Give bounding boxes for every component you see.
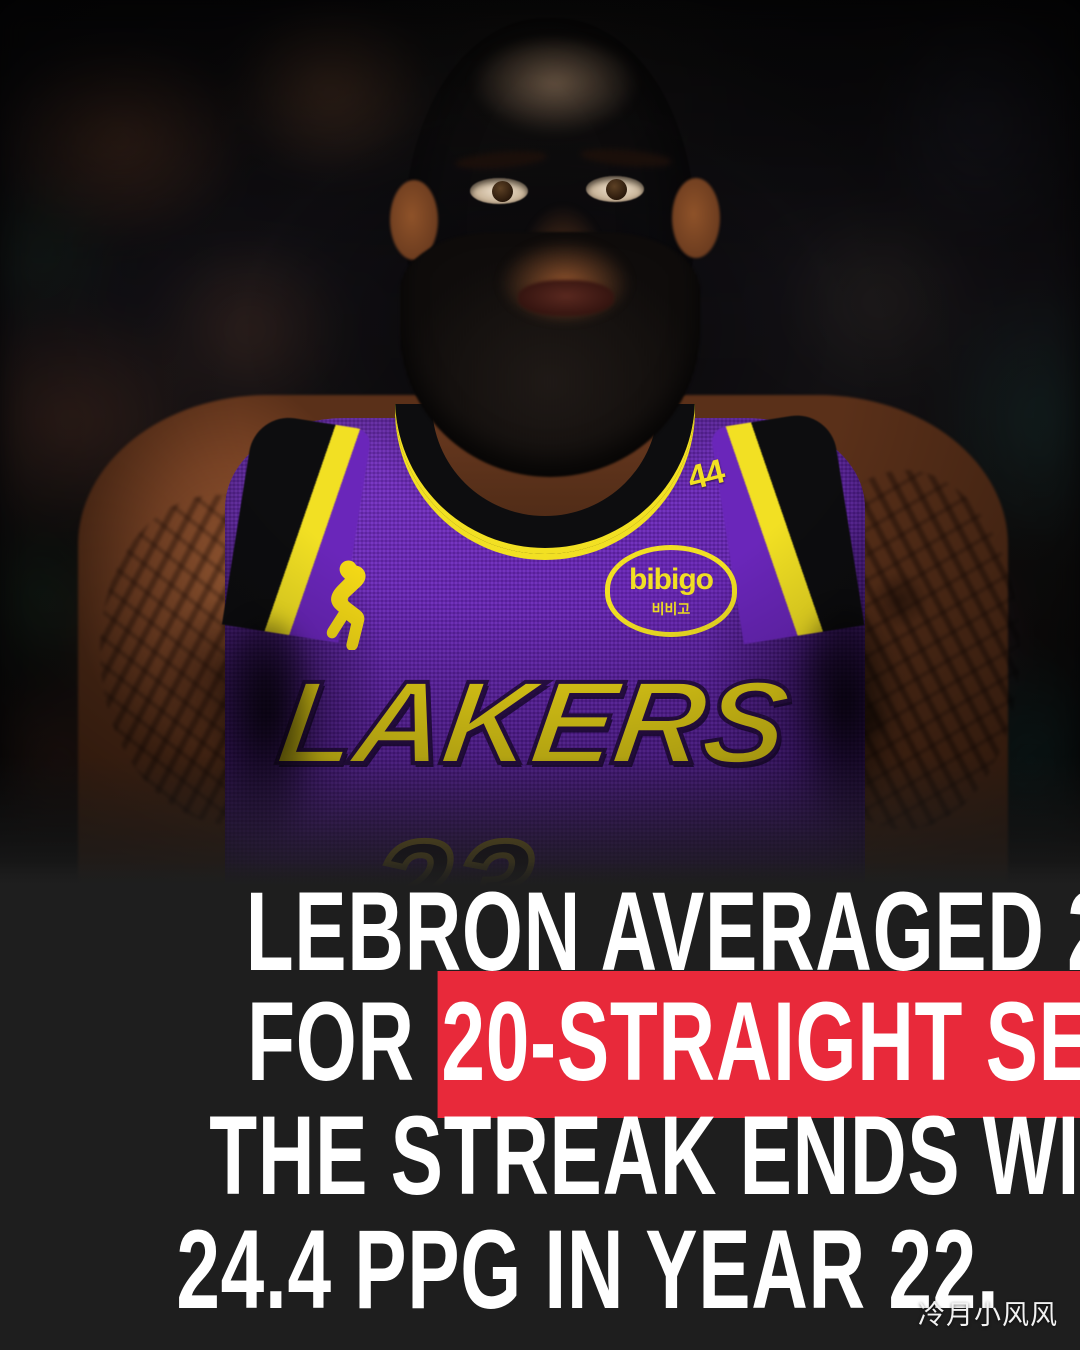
caption-line-2-prefix: FOR: [247, 979, 438, 1104]
shadow-right-underarm: [790, 610, 900, 840]
pupil-right: [606, 179, 627, 200]
caption-line-2-wrap: FOR 20-STRAIGHT SEASONS.: [247, 971, 1080, 1118]
bibigo-wordmark: bibigo: [629, 563, 714, 596]
pupil-left: [492, 181, 513, 202]
caption-line-4-text: 24.4 PPG IN YEAR 22.: [176, 1207, 1000, 1332]
jumpman-icon: [306, 558, 384, 651]
caption-line-3: THE STREAK ENDS WITH: [0, 1100, 1080, 1212]
caption-line-4: 24.4 PPG IN YEAR 22.: [0, 1214, 1080, 1326]
player-figure: 44 bibigo 비비고 LAKERS 23: [78, 40, 1020, 900]
ear-right: [672, 178, 720, 258]
lakers-wordmark: LAKERS: [268, 655, 797, 791]
watermark: 冷月小风风: [918, 1300, 1058, 1331]
player-photo: 44 bibigo 비비고 LAKERS 23: [0, 0, 1080, 900]
caption-line-2: FOR 20-STRAIGHT SEASONS.: [0, 971, 1080, 1118]
mouth: [518, 280, 614, 316]
caption-line-3-text: THE STREAK ENDS WITH: [209, 1093, 1080, 1218]
forehead-highlight: [470, 40, 640, 135]
bibigo-sponsor-patch: bibigo 비비고: [605, 545, 737, 637]
shadow-left-underarm: [212, 620, 322, 850]
bibigo-korean-wordmark: 비비고: [651, 602, 691, 618]
caption-block: LEBRON AVERAGED 25+ PPG FOR 20-STRAIGHT …: [0, 862, 1080, 1350]
caption-highlight-phrase: 20-STRAIGHT SEASONS.: [437, 971, 1080, 1118]
